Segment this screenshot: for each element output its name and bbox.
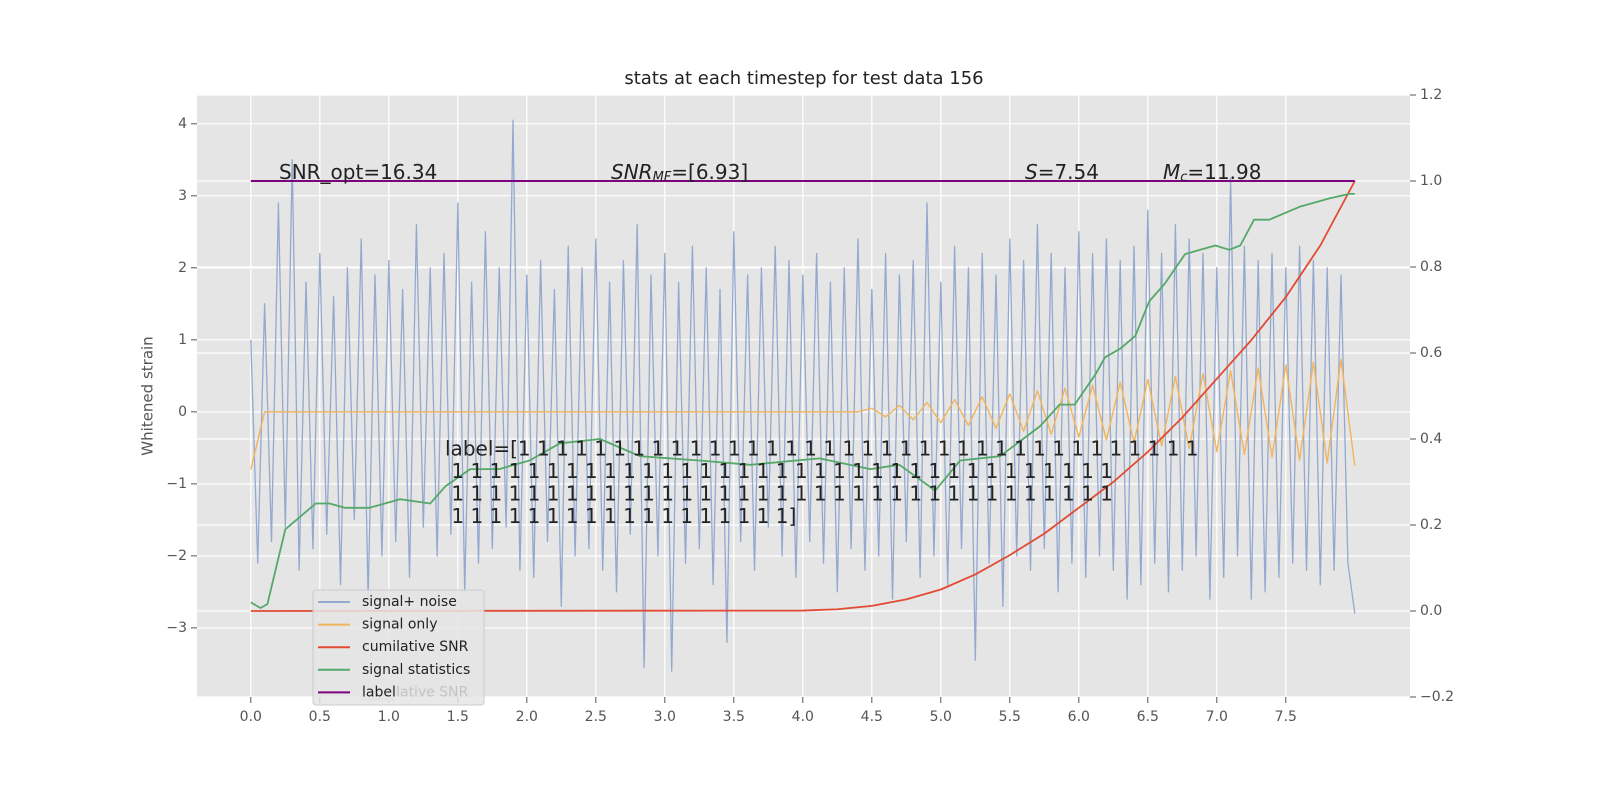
legend-label: label	[362, 684, 396, 700]
axes: 0.0 0.5 1.0 1.5 2.0 2.5 3.0 3.5 4.0 4.5 5.0 5.5 6.0 6…	[166, 87, 1454, 725]
annotation-text: =11.98	[1187, 160, 1261, 184]
series-line	[250, 193, 1355, 609]
x-tick-label: 6.5	[1137, 709, 1159, 725]
x-tick-label: 7.0	[1206, 709, 1228, 725]
annotation: Mc=11.98	[1163, 160, 1261, 185]
annotation-math: S	[1025, 160, 1038, 184]
y2-tick-label: −0.2	[1420, 689, 1454, 705]
label-text-line: 1 1 1 1 1 1 1 1 1 1 1 1 1 1 1 1 1 1 1 1 …	[445, 482, 1113, 506]
y-tick-label: 2	[178, 260, 187, 276]
x-tick-label: 0.0	[240, 709, 262, 725]
annotation: SNR_opt=16.34	[279, 160, 437, 184]
annotation: SNRMF=[6.93]	[611, 160, 748, 185]
series-line	[250, 358, 1356, 470]
x-tick-label: 7.5	[1275, 709, 1297, 725]
y-tick-label: −3	[166, 620, 187, 636]
annotations: SNR_opt=16.34 SNRMF=[6.93] S=7.54 Mc=11.98 l…	[279, 160, 1261, 529]
x-tick-label: 3.0	[654, 709, 676, 725]
x-tick-label: 1.5	[447, 709, 469, 725]
x-tick-label: 4.0	[792, 709, 814, 725]
y2-tick-label: 1.2	[1420, 87, 1442, 103]
y-tick-label: −1	[166, 476, 187, 492]
y-tick-label: −2	[166, 548, 187, 564]
x-tick-label: 2.0	[516, 709, 538, 725]
series-line	[250, 119, 1356, 672]
y-axis-label: Whitened strain	[139, 336, 157, 455]
legend-mask	[360, 683, 395, 702]
y2-tick-label: 0.8	[1420, 259, 1442, 275]
x-tick-label: 5.5	[999, 709, 1021, 725]
annotation-text: SNR_opt=16.34	[279, 160, 437, 184]
legend-label: cumilative SNR	[362, 639, 469, 655]
annotation-text: =7.54	[1038, 160, 1099, 184]
y-tick-label: 1	[178, 332, 187, 348]
annotation-math: M	[1163, 160, 1180, 184]
series-lines	[250, 119, 1356, 672]
label-text-line: 1 1 1 1 1 1 1 1 1 1 1 1 1 1 1 1 1 1 1 1 …	[445, 459, 1113, 483]
x-tick-label: 6.0	[1068, 709, 1090, 725]
y2-tick-label: 1.0	[1420, 173, 1442, 189]
y2-tick-label: 0.2	[1420, 517, 1442, 533]
label-text-line: 1 1 1 1 1 1 1 1 1 1 1 1 1 1 1 1 1 1]	[445, 504, 796, 528]
chart-title: stats at each timestep for test data 156	[624, 68, 983, 89]
x-tick-label: 4.5	[861, 709, 883, 725]
legend-box	[312, 589, 485, 706]
x-tick-label: 2.5	[585, 709, 607, 725]
series-line	[250, 180, 1356, 612]
y-tick-label: 4	[178, 116, 187, 132]
y-tick-label: 0	[178, 404, 187, 420]
y-tick-label: 3	[178, 188, 187, 204]
y2-tick-label: 0.6	[1420, 345, 1442, 361]
annotation-math: SNR	[611, 160, 653, 184]
x-tick-label: 3.5	[723, 709, 745, 725]
legend-label: signal+ noise	[362, 594, 457, 610]
annotation-sub: c	[1180, 170, 1187, 185]
annotation: S=7.54	[1025, 160, 1099, 184]
x-tick-label: 1.0	[378, 709, 400, 725]
x-tick-label: 5.0	[930, 709, 952, 725]
annotation-text: =[6.93]	[671, 160, 748, 184]
legend-label: signal statistics	[362, 662, 470, 678]
label-text-line: label=[1 1 1 1 1 1 1 1 1 1 1 1 1 1 1 1 1…	[445, 437, 1199, 461]
y2-tick-label: 0.0	[1420, 603, 1442, 619]
annotation-sub: MF	[653, 170, 672, 185]
y2-tick-label: 0.4	[1420, 431, 1442, 447]
x-tick-label: 0.5	[309, 709, 331, 725]
legend-label: signal only	[362, 617, 437, 633]
